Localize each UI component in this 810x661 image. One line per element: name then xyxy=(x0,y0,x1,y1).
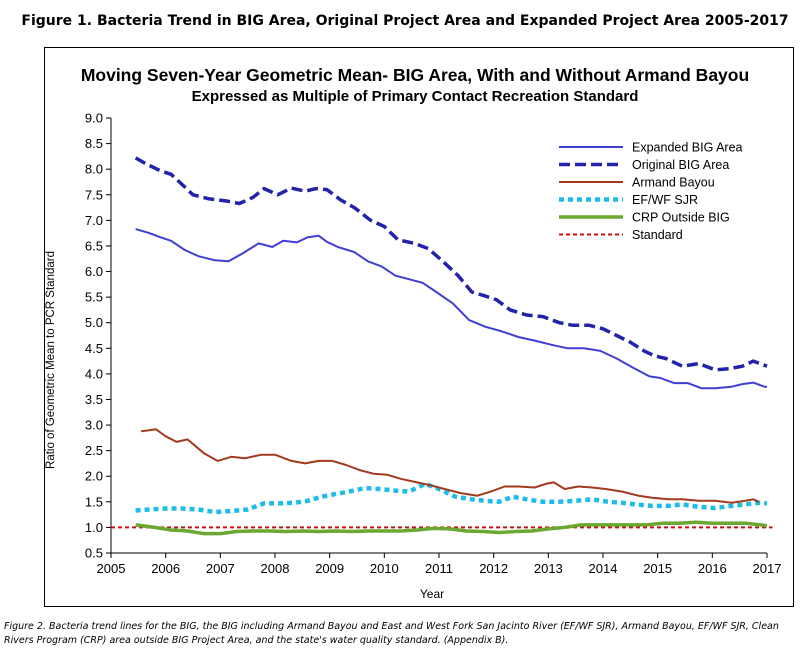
y-tick-label-4: 2.5 xyxy=(85,443,103,458)
chart-svg: Moving Seven-Year Geometric Mean- BIG Ar… xyxy=(45,65,782,601)
series-line-ef-wf-sjr xyxy=(135,481,768,515)
x-tick-label-8: 2013 xyxy=(534,561,563,576)
x-tick-label-10: 2015 xyxy=(643,561,672,576)
chart-title: Moving Seven-Year Geometric Mean- BIG Ar… xyxy=(81,65,749,85)
x-tick-label-0: 2005 xyxy=(97,561,126,576)
legend-label-armand-bayou: Armand Bayou xyxy=(632,176,715,190)
legend-label-expanded-big-area: Expanded BIG Area xyxy=(632,141,743,155)
y-tick-label-2: 1.5 xyxy=(85,494,103,509)
legend-label-standard: Standard xyxy=(632,228,683,242)
y-tick-label-14: 7.5 xyxy=(85,187,103,202)
chart-subtitle: Expressed as Multiple of Primary Contact… xyxy=(192,88,639,105)
x-tick-label-9: 2014 xyxy=(589,561,618,576)
y-tick-label-17: 9.0 xyxy=(85,111,103,126)
series-line-crp-outside-big xyxy=(135,520,768,536)
legend-label-original-big-area: Original BIG Area xyxy=(632,158,729,172)
x-tick-label-1: 2006 xyxy=(151,561,180,576)
y-tick-label-8: 4.5 xyxy=(85,341,103,356)
x-tick-label-4: 2009 xyxy=(315,561,344,576)
x-axis-label: Year xyxy=(420,587,444,601)
x-tick-label-12: 2017 xyxy=(753,561,782,576)
y-axis-label: Ratio of Geometric Mean to PCR Standard xyxy=(45,251,57,469)
y-tick-label-5: 3.0 xyxy=(85,418,103,433)
x-tick-label-6: 2011 xyxy=(425,561,453,576)
y-tick-label-3: 2.0 xyxy=(85,469,103,484)
series-line-expanded-big-area xyxy=(135,228,767,390)
y-tick-label-0: 0.5 xyxy=(85,546,103,561)
figure-caption: Figure 2. Bacteria trend lines for the B… xyxy=(4,621,779,646)
y-tick-label-12: 6.5 xyxy=(85,238,103,253)
y-tick-label-13: 7.0 xyxy=(85,213,103,228)
legend-label-ef-wf-sjr: EF/WF SJR xyxy=(632,193,698,207)
y-tick-label-7: 4.0 xyxy=(85,366,103,381)
y-tick-label-9: 5.0 xyxy=(85,315,103,330)
legend-label-crp-outside-big: CRP Outside BIG xyxy=(632,211,730,225)
chart-panel: Moving Seven-Year Geometric Mean- BIG Ar… xyxy=(44,47,794,607)
y-tick-label-15: 8.0 xyxy=(85,162,103,177)
series-line-armand-bayou xyxy=(140,428,760,504)
y-tick-label-6: 3.5 xyxy=(85,392,103,407)
x-tick-label-3: 2008 xyxy=(261,561,290,576)
figure-title: Figure 1. Bacteria Trend in BIG Area, Or… xyxy=(21,13,789,29)
x-tick-label-2: 2007 xyxy=(206,561,235,576)
x-tick-label-7: 2012 xyxy=(479,561,508,576)
series-line-original-big-area xyxy=(134,156,768,372)
x-tick-label-11: 2016 xyxy=(698,561,727,576)
y-tick-label-16: 8.5 xyxy=(85,136,103,151)
x-tick-label-5: 2010 xyxy=(370,561,399,576)
y-tick-label-11: 6.0 xyxy=(85,264,103,279)
y-tick-label-1: 1.0 xyxy=(85,520,103,535)
y-tick-label-10: 5.5 xyxy=(85,290,103,305)
